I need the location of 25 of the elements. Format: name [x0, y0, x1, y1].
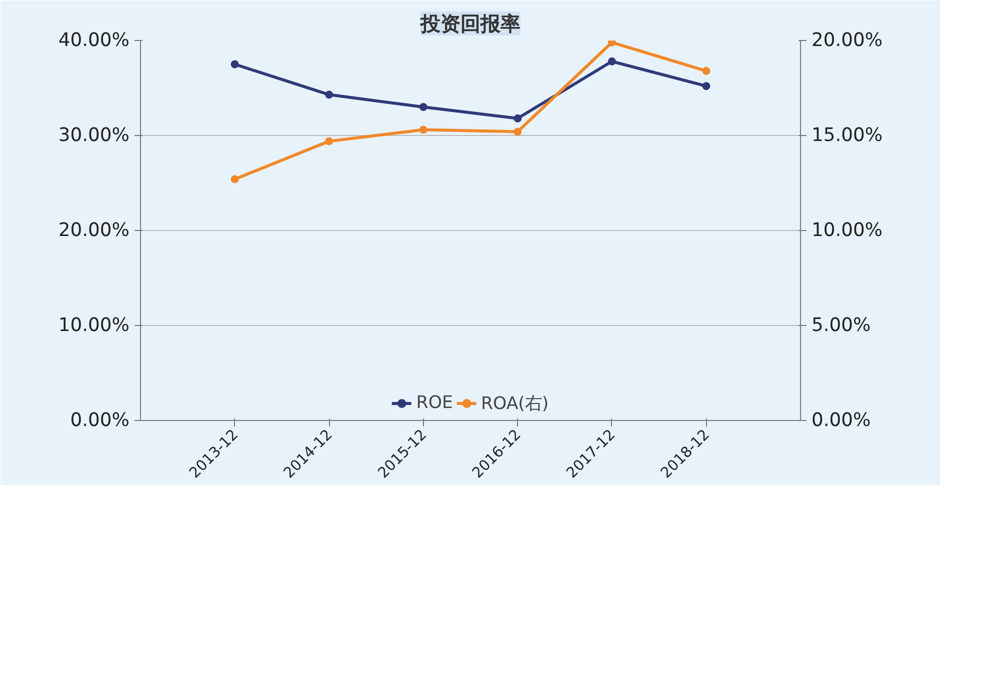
- point: [419, 103, 428, 111]
- chart-title: 投资回报率: [420, 12, 520, 36]
- legend-label: ROA(右): [480, 393, 549, 415]
- point: [325, 90, 334, 99]
- point: [230, 175, 239, 184]
- y2-tick-label: 5.00%: [812, 315, 871, 336]
- point: [608, 40, 616, 46]
- y-tick-label: 10.00%: [58, 315, 130, 336]
- point: [419, 126, 428, 134]
- point: [702, 66, 710, 75]
- y-tick-label: 40.00%: [58, 30, 130, 51]
- point: [702, 82, 710, 90]
- y-tick-label: 0.00%: [70, 410, 130, 431]
- y-tick-label: 20.00%: [58, 220, 130, 241]
- y2-tick-label: 15.00%: [812, 125, 883, 146]
- point: [325, 137, 334, 146]
- y2-tick-label: 20.00%: [812, 30, 883, 51]
- legend-label: ROE: [416, 393, 453, 413]
- y2-tick-label: 10.00%: [812, 220, 883, 241]
- y2-tick-label: 0.00%: [812, 410, 871, 431]
- point: [514, 128, 522, 136]
- point: [608, 57, 616, 66]
- point: [230, 60, 239, 68]
- point: [514, 114, 522, 122]
- y-tick-label: 30.00%: [58, 125, 130, 146]
